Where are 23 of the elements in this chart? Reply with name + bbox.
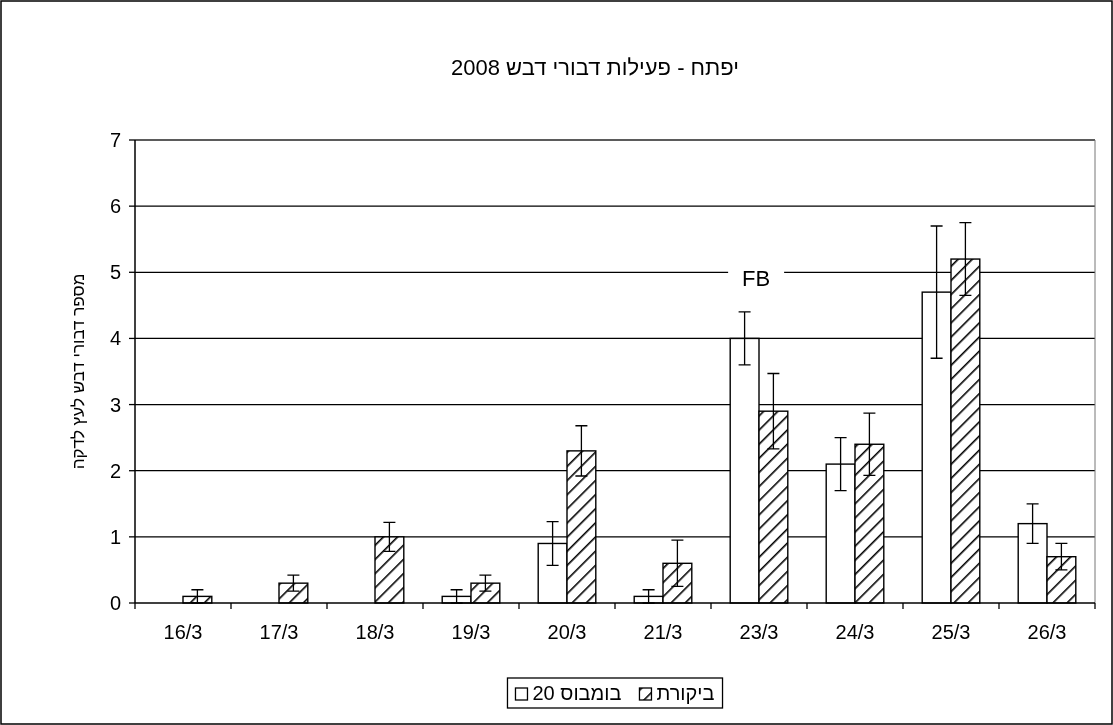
legend-label: בומבוס 20 xyxy=(532,682,622,704)
x-tick-label: 24/3 xyxy=(835,621,875,643)
y-tick-label: 5 xyxy=(109,261,121,284)
x-tick-label: 21/3 xyxy=(643,621,683,643)
y-tick-label: 7 xyxy=(109,129,121,151)
y-tick-label: 2 xyxy=(109,459,121,482)
y-tick-label: 0 xyxy=(109,592,121,614)
x-tick-label: 25/3 xyxy=(931,621,971,643)
legend-label: ביקורת xyxy=(656,682,715,704)
x-tick-label: 19/3 xyxy=(451,621,491,643)
y-tick-label: 3 xyxy=(109,393,121,416)
y-axis-title: מספר דבורי דבש לעץ לדקה xyxy=(69,273,88,470)
y-tick-label: 4 xyxy=(109,327,121,350)
x-tick-label: 26/3 xyxy=(1027,621,1067,643)
annotation: FB xyxy=(742,265,771,291)
x-tick-label: 23/3 xyxy=(739,621,779,643)
chart-title: יפתח - פעילות דבורי דבש 2008 xyxy=(451,55,739,80)
x-tick-label: 18/3 xyxy=(355,621,395,643)
x-tick-label: 16/3 xyxy=(163,621,203,643)
y-tick-label: 6 xyxy=(109,195,121,218)
x-tick-label: 17/3 xyxy=(259,621,299,643)
y-tick-label: 1 xyxy=(109,525,121,548)
x-tick-label: 20/3 xyxy=(547,621,587,643)
